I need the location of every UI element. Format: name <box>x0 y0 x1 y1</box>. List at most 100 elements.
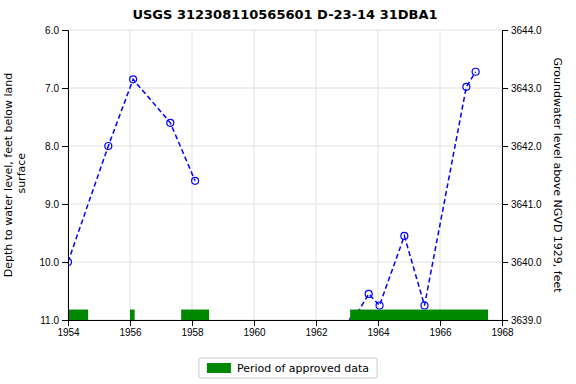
axis-domain <box>62 31 69 321</box>
tick: 11.0 <box>40 315 68 326</box>
tick: 3644.0 <box>502 25 542 36</box>
tick-label: 9.0 <box>45 199 59 210</box>
series-line <box>68 79 195 262</box>
tick-label: 1962 <box>305 327 328 338</box>
tick-mark <box>62 204 68 205</box>
y2-axis-label: Groundwater level above NGVD 1929, feet <box>551 57 564 293</box>
tick-mark <box>192 320 193 326</box>
tick-label: 1966 <box>429 327 452 338</box>
series-marker <box>167 119 174 126</box>
tick: 10.0 <box>40 257 68 268</box>
tick-mark <box>378 320 379 326</box>
tick-mark <box>502 30 508 31</box>
title: USGS 312308110565601 D-23-14 31DBA1 <box>132 7 437 22</box>
tick-label: 3640.0 <box>511 257 542 268</box>
tick-mark <box>440 320 441 326</box>
series-marker <box>376 302 383 309</box>
legend-label: Period of approved data <box>237 362 369 375</box>
tick-label: 1968 <box>491 327 514 338</box>
tick-mark <box>62 262 68 263</box>
y2-axis: 3639.0 3640.0 3641.0 3642.0 3643.0 3644.0 <box>502 25 542 326</box>
tick-mark <box>62 320 68 321</box>
tick-mark <box>130 320 131 326</box>
tick: 8.0 <box>45 141 68 152</box>
approved-period <box>130 310 135 320</box>
series-marker <box>401 232 408 239</box>
series-marker <box>130 76 137 83</box>
tick-label: 8.0 <box>45 141 59 152</box>
marks <box>68 68 488 320</box>
series-line <box>353 72 475 320</box>
tick-label: 1956 <box>119 327 142 338</box>
tick-label: 1964 <box>367 327 390 338</box>
series-marker <box>463 83 470 90</box>
tick-label: 1958 <box>181 327 204 338</box>
series-marker <box>192 177 199 184</box>
tick-mark <box>62 30 68 31</box>
grid-line-x <box>378 30 379 320</box>
tick-mark <box>62 88 68 89</box>
tick-label: 11.0 <box>40 315 59 326</box>
tick: 1958 <box>181 320 204 338</box>
legend: Period of approved data <box>199 358 377 378</box>
tick: 1956 <box>119 320 142 338</box>
tick: 3642.0 <box>502 141 542 152</box>
tick-mark <box>502 320 508 321</box>
tick: 1964 <box>367 320 390 338</box>
tick-label: 3644.0 <box>511 25 542 36</box>
tick-mark <box>502 262 508 263</box>
tick-mark <box>254 320 255 326</box>
tick-label: 3639.0 <box>511 315 542 326</box>
y-axis-label: Depth to water level, feet below land su… <box>2 73 28 278</box>
grid <box>68 30 502 320</box>
tick-mark <box>502 146 508 147</box>
tick: 7.0 <box>45 83 68 94</box>
approved-period <box>181 310 209 320</box>
chart: 1954 1956 1958 1960 1962 1964 1966 1968 6.0 7.0 8.… <box>0 0 576 384</box>
tick: 1962 <box>305 320 328 338</box>
tick: 6.0 <box>45 25 68 36</box>
tick: 1960 <box>243 320 266 338</box>
tick: 3640.0 <box>502 257 542 268</box>
series-marker <box>105 143 112 150</box>
tick-mark <box>502 88 508 89</box>
grid-line-y <box>68 262 502 263</box>
legend-swatch <box>207 363 231 373</box>
grid-line-y <box>68 146 502 147</box>
grid-line-x <box>440 30 441 320</box>
axis-domain <box>69 321 503 327</box>
tick-label: 3641.0 <box>511 199 542 210</box>
grid-line-x <box>316 30 317 320</box>
tick: 3639.0 <box>502 315 542 326</box>
tick-label: 1954 <box>57 327 80 338</box>
tick-label: 6.0 <box>45 25 59 36</box>
tick-mark <box>62 146 68 147</box>
series-marker <box>421 302 428 309</box>
tick: 3641.0 <box>502 199 542 210</box>
y-axis-label-line: Depth to water level, feet below land <box>2 73 15 278</box>
tick-label: 3642.0 <box>511 141 542 152</box>
tick: 3643.0 <box>502 83 542 94</box>
tick: 1954 <box>57 320 80 338</box>
tick-label: 1960 <box>243 327 266 338</box>
y-axis-label-line: surface <box>15 153 28 197</box>
tick-mark <box>316 320 317 326</box>
tick: 1966 <box>429 320 452 338</box>
tick-label: 7.0 <box>45 83 59 94</box>
plot: 1954 1956 1958 1960 1962 1964 1966 1968 6.0 7.0 8.… <box>2 25 564 338</box>
legend-frame <box>199 358 377 378</box>
tick: 9.0 <box>45 199 68 210</box>
tick-label: 3643.0 <box>511 83 542 94</box>
approved-period <box>68 310 88 320</box>
series-marker <box>365 290 372 297</box>
x-axis: 1954 1956 1958 1960 1962 1964 1966 1968 <box>57 320 514 338</box>
tick-label: 10.0 <box>40 257 60 268</box>
grid-line-y <box>68 30 502 31</box>
y-axis: 6.0 7.0 8.0 9.0 10.0 11.0 <box>40 25 69 326</box>
grid-line-x <box>130 30 131 320</box>
grid-line-y <box>68 88 502 89</box>
grid-line-y <box>68 204 502 205</box>
series-marker <box>472 68 479 75</box>
approved-period <box>350 310 488 320</box>
tick-mark <box>502 204 508 205</box>
